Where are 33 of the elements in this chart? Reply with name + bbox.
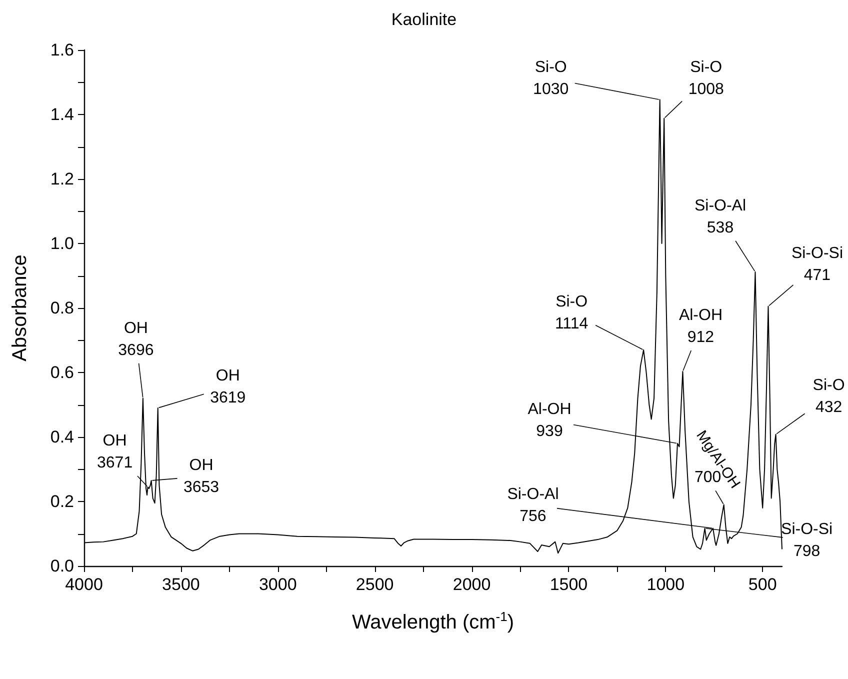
x-tick-label: 2500 xyxy=(356,575,394,594)
x-tick-label: 1500 xyxy=(550,575,588,594)
annotation: Al-OH 912 xyxy=(678,307,723,346)
y-tick-label: 0.2 xyxy=(50,492,74,511)
x-tick-label: 3000 xyxy=(258,575,297,594)
annotation: OH 3671 xyxy=(96,432,133,472)
y-axis-title: Absorbance xyxy=(9,254,31,362)
y-tick-label: 0.8 xyxy=(50,298,74,318)
x-tick-label: 3500 xyxy=(162,575,200,594)
annotation: OH 3653 xyxy=(183,457,220,496)
annotation: Al-OH 939 xyxy=(528,400,572,440)
x-tick-label: 500 xyxy=(748,575,777,594)
x-tick-label: 4000 xyxy=(65,575,103,594)
y-tick-label: 1.6 xyxy=(50,40,74,60)
annotation: Si-O-Al 538 xyxy=(694,197,746,236)
y-tick-label: 1.2 xyxy=(50,170,74,188)
annotation: OH 3696 xyxy=(118,320,154,359)
y-tick-label: 1.0 xyxy=(50,234,74,253)
y-tick-label: 0.0 xyxy=(50,556,74,576)
annotation: OH 3619 xyxy=(210,367,246,406)
y-tick-label: 1.4 xyxy=(50,105,74,124)
x-tick-label: 2000 xyxy=(452,575,491,594)
x-tick-label: 1000 xyxy=(646,575,685,594)
y-tick-label: 0.4 xyxy=(50,428,74,446)
annotation: Si-O 1114 xyxy=(554,293,588,332)
annotation: Si-O-Al 756 xyxy=(507,486,559,525)
annotation: Si-O-Si 798 xyxy=(781,520,833,560)
chart-title: Kaolinite xyxy=(391,10,457,29)
annotation: Si-O 1030 xyxy=(533,59,569,98)
annotation: Si-O-Si 471 xyxy=(791,244,844,284)
annotation: Si-O 1008 xyxy=(688,58,724,98)
y-tick-label: 0.6 xyxy=(50,363,74,382)
annotation: Si-O 432 xyxy=(812,376,845,416)
